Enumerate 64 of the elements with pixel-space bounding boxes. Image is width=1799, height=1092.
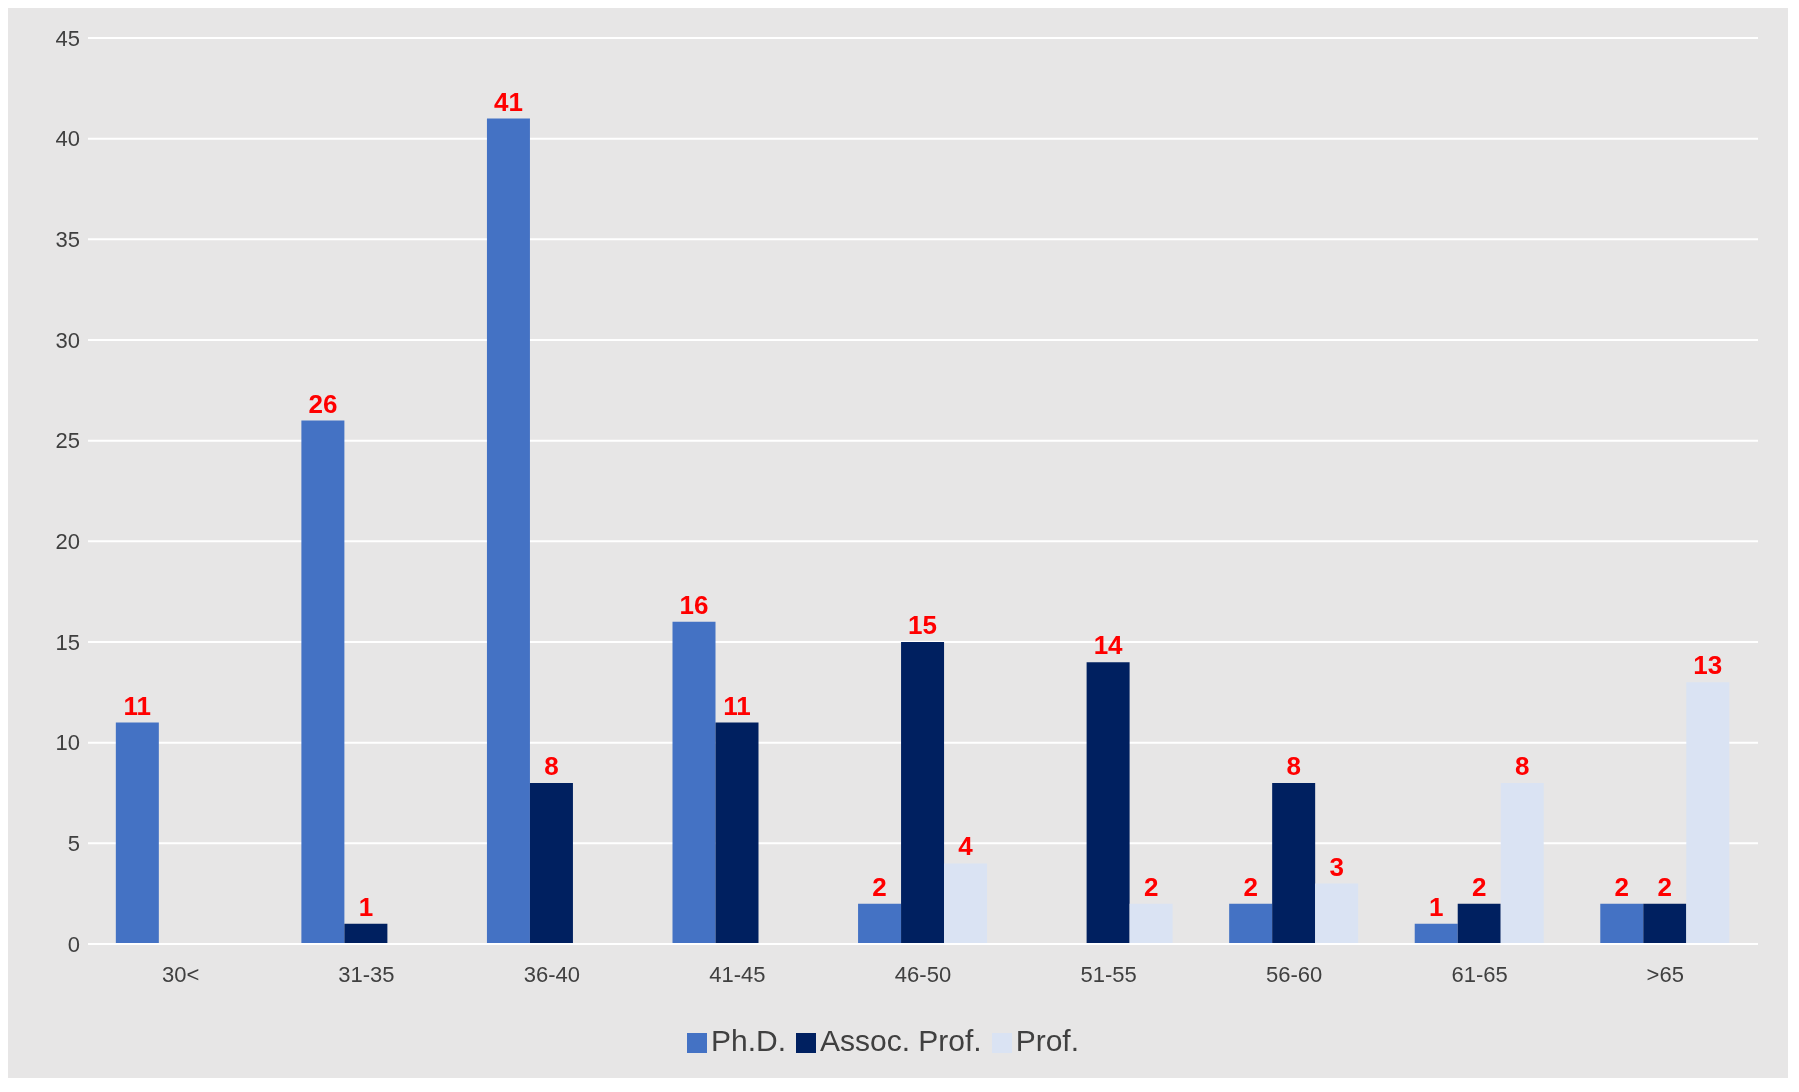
y-tick-label: 0	[67, 931, 80, 957]
bar	[858, 903, 902, 944]
x-tick-label: 31-35	[338, 961, 395, 987]
data-label: 11	[123, 690, 152, 721]
data-label: 1	[358, 891, 374, 922]
x-tick-label: 36-40	[523, 961, 581, 987]
bar	[672, 621, 716, 944]
data-label: 2	[1614, 871, 1630, 902]
bar	[901, 642, 945, 944]
data-label: 16	[679, 589, 709, 620]
legend-label: Assoc. Prof.	[819, 1024, 982, 1057]
data-label: 41	[493, 86, 523, 117]
data-label: 8	[1286, 750, 1301, 781]
legend-label: Ph.D.	[710, 1024, 786, 1057]
y-tick-label: 40	[55, 126, 80, 152]
data-label: 14	[1093, 630, 1124, 661]
bar	[115, 722, 159, 944]
x-tick-label: 41-45	[709, 961, 766, 987]
y-tick-label: 5	[67, 831, 80, 857]
x-tick-label: >65	[1646, 961, 1684, 987]
bar	[1457, 903, 1501, 944]
bar	[301, 420, 345, 944]
bar	[486, 118, 530, 944]
data-label: 3	[1329, 851, 1344, 882]
data-label: 13	[1693, 650, 1723, 681]
bar	[1414, 923, 1458, 944]
data-label: 2	[1657, 871, 1673, 902]
bar	[1315, 883, 1359, 944]
y-tick-label: 35	[55, 227, 80, 253]
y-tick-label: 10	[55, 730, 80, 756]
legend-label: Prof.	[1015, 1024, 1080, 1057]
data-label: 2	[1471, 871, 1487, 902]
data-label: 8	[1514, 750, 1530, 781]
x-tick-label: 30<	[162, 961, 200, 987]
y-tick-label: 20	[55, 529, 80, 555]
data-label: 4	[958, 831, 974, 862]
data-label: 11	[723, 690, 751, 721]
bar	[1272, 782, 1316, 944]
data-label: 2	[1143, 871, 1159, 902]
bar	[1086, 662, 1130, 944]
x-tick-label: 61-65	[1451, 961, 1508, 987]
y-tick-label: 45	[55, 25, 80, 51]
y-tick-label: 30	[55, 327, 80, 353]
bar	[1129, 903, 1173, 944]
data-label: 15	[908, 610, 938, 640]
y-tick-label: 15	[55, 629, 80, 655]
x-tick-label: 51-55	[1080, 961, 1137, 987]
x-tick-label: 46-50	[894, 961, 952, 987]
data-label: 2	[1243, 871, 1258, 902]
data-label: 8	[544, 750, 559, 781]
x-tick-label: 56-60	[1265, 961, 1323, 987]
y-tick-label: 25	[55, 428, 80, 454]
bar	[344, 923, 388, 944]
bar	[1643, 903, 1687, 944]
bar	[1229, 903, 1273, 944]
data-label: 2	[872, 871, 887, 902]
data-label: 1	[1428, 891, 1444, 922]
data-label: 26	[308, 388, 338, 419]
bar	[1686, 682, 1730, 944]
bar	[1500, 782, 1544, 944]
bar	[715, 722, 759, 944]
bar	[944, 863, 988, 944]
bar	[1600, 903, 1644, 944]
bar	[529, 782, 573, 944]
